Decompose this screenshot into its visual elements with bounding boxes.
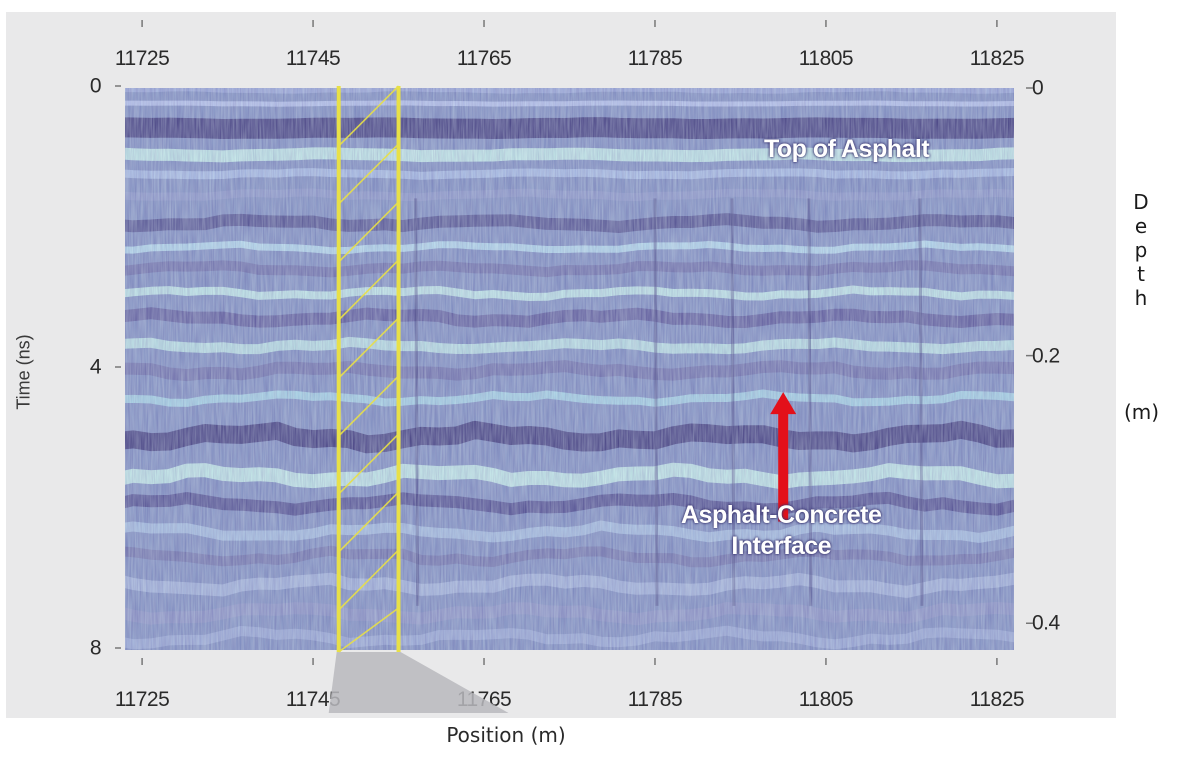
x-tick-label-top: 11805 — [798, 47, 854, 70]
radargram-image — [125, 88, 1014, 650]
y2-tick-label-depth: 0.2 — [1032, 344, 1060, 368]
x-tick-label-top: 11825 — [969, 47, 1025, 70]
y2-tick-label-depth: 0 — [1032, 76, 1044, 100]
interface-arrow — [770, 392, 797, 522]
x-tick-label-bottom: 11725 — [114, 688, 170, 711]
x-tick-label-bottom: 11825 — [969, 688, 1025, 711]
x-tick-label-top: 11745 — [285, 47, 341, 70]
y2-axis-title: Depth — [1133, 190, 1149, 310]
x-tick-label-bottom: 11805 — [798, 688, 854, 711]
x-tick-label-bottom: 11745 — [285, 688, 341, 711]
y2-axis-unit: (m) — [1124, 400, 1160, 424]
x-tick-label-top: 11785 — [627, 47, 683, 70]
highlight-hatch — [338, 317, 400, 379]
x-tick-label-top: 11765 — [456, 47, 512, 70]
highlight-hatch — [338, 259, 400, 321]
highlight-hatch — [338, 375, 400, 437]
highlight-hatch — [338, 201, 400, 263]
y2-tick-label-depth: 0.4 — [1032, 611, 1060, 635]
axis-ticks — [115, 20, 1033, 665]
annotation-top-of-asphalt: Top of Asphalt — [763, 134, 930, 163]
annotation-asphalt-concrete-interface: Asphalt-Concrete Interface — [681, 500, 882, 562]
highlight-hatch — [338, 491, 400, 553]
annotation-line: Asphalt-Concrete — [681, 501, 882, 529]
highlight-hatch — [338, 607, 400, 653]
y-tick-label-time: 8 — [89, 636, 102, 660]
radargram-noise-light — [125, 88, 1014, 650]
highlight-band — [328, 85, 509, 713]
y-tick-label-time: 0 — [89, 74, 102, 98]
highlight-hatch — [338, 85, 400, 147]
y-tick-label-time: 4 — [89, 355, 102, 379]
highlight-hatch — [338, 549, 400, 611]
x-tick-label-bottom: 11785 — [627, 688, 683, 711]
highlight-hatch — [338, 143, 400, 205]
highlight-callout — [328, 652, 509, 713]
x-axis-title: Position (m) — [446, 723, 566, 747]
annotation-line: Interface — [731, 532, 832, 560]
highlight-hatch — [338, 433, 400, 495]
arrow-head — [770, 392, 797, 415]
arrow-shaft — [778, 410, 789, 522]
x-tick-label-top: 11725 — [114, 47, 170, 70]
